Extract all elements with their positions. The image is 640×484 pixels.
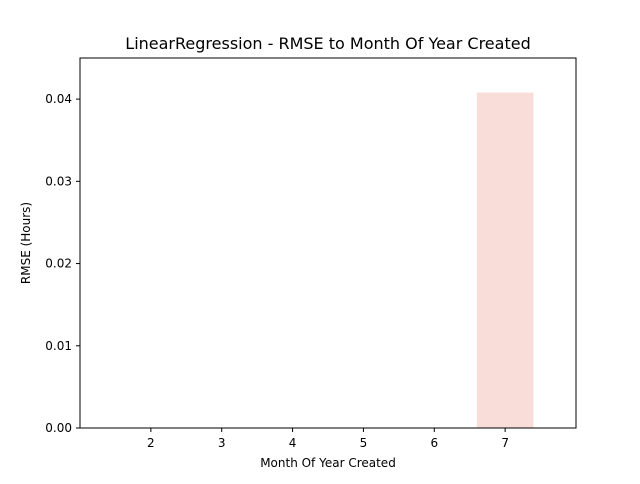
y-tick-label: 0.02 <box>45 257 72 271</box>
chart-title: LinearRegression - RMSE to Month Of Year… <box>125 34 530 53</box>
bar-month-7 <box>476 92 534 429</box>
x-tick-label: 2 <box>147 436 155 450</box>
bars <box>476 92 534 429</box>
x-tick-label: 4 <box>289 436 297 450</box>
y-tick-label: 0.01 <box>45 339 72 353</box>
x-tick-label: 6 <box>430 436 438 450</box>
x-tick-label: 5 <box>360 436 368 450</box>
y-tick-label: 0.04 <box>45 92 72 106</box>
x-tick-label: 7 <box>501 436 509 450</box>
x-axis-label: Month Of Year Created <box>260 456 396 470</box>
y-axis-ticks: 0.00 0.01 0.02 0.03 0.04 <box>45 92 80 435</box>
plot-area-frame <box>79 57 577 429</box>
y-axis-label: RMSE (Hours) <box>19 202 33 284</box>
y-tick-label: 0.00 <box>45 421 72 435</box>
x-tick-label: 3 <box>218 436 226 450</box>
y-tick-label: 0.03 <box>45 174 72 188</box>
x-axis-ticks: 2 3 4 5 6 7 <box>147 428 509 450</box>
